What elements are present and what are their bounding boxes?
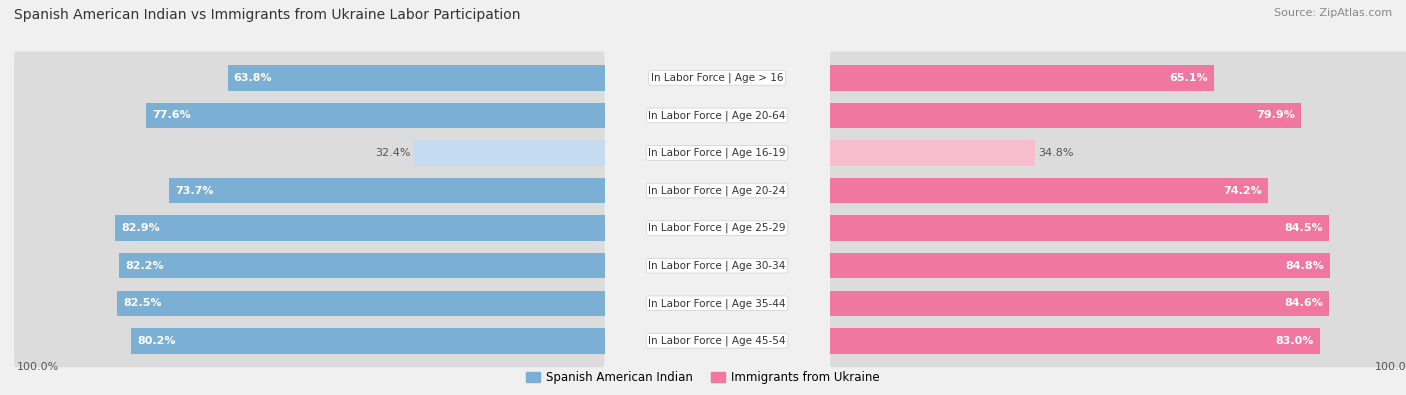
Text: 77.6%: 77.6%: [152, 111, 191, 120]
Bar: [413, 140, 605, 166]
Bar: [830, 140, 1035, 166]
FancyBboxPatch shape: [14, 277, 605, 329]
Text: In Labor Force | Age 25-29: In Labor Force | Age 25-29: [648, 223, 786, 233]
Text: 32.4%: 32.4%: [375, 148, 411, 158]
FancyBboxPatch shape: [830, 164, 1406, 217]
FancyBboxPatch shape: [14, 202, 605, 254]
Text: In Labor Force | Age 16-19: In Labor Force | Age 16-19: [648, 148, 786, 158]
Bar: [118, 290, 605, 316]
Bar: [115, 215, 605, 241]
Text: Spanish American Indian vs Immigrants from Ukraine Labor Participation: Spanish American Indian vs Immigrants fr…: [14, 8, 520, 22]
FancyBboxPatch shape: [830, 89, 1406, 142]
Text: 82.5%: 82.5%: [124, 298, 162, 308]
Text: 82.2%: 82.2%: [125, 261, 163, 271]
Text: 82.9%: 82.9%: [121, 223, 160, 233]
Bar: [131, 328, 605, 354]
Text: 79.9%: 79.9%: [1257, 111, 1295, 120]
FancyBboxPatch shape: [830, 314, 1406, 367]
FancyBboxPatch shape: [14, 127, 605, 179]
Text: In Labor Force | Age 45-54: In Labor Force | Age 45-54: [648, 336, 786, 346]
Text: 100.0%: 100.0%: [1375, 361, 1406, 372]
Text: 73.7%: 73.7%: [176, 186, 214, 196]
Text: 84.8%: 84.8%: [1285, 261, 1324, 271]
Bar: [830, 328, 1320, 354]
Bar: [830, 215, 1329, 241]
Text: Source: ZipAtlas.com: Source: ZipAtlas.com: [1274, 8, 1392, 18]
Bar: [228, 65, 605, 90]
Text: In Labor Force | Age 20-24: In Labor Force | Age 20-24: [648, 185, 786, 196]
Legend: Spanish American Indian, Immigrants from Ukraine: Spanish American Indian, Immigrants from…: [522, 367, 884, 389]
FancyBboxPatch shape: [14, 239, 605, 292]
Text: 65.1%: 65.1%: [1170, 73, 1208, 83]
Text: In Labor Force | Age 35-44: In Labor Force | Age 35-44: [648, 298, 786, 308]
Text: 63.8%: 63.8%: [233, 73, 273, 83]
Text: 80.2%: 80.2%: [136, 336, 176, 346]
Bar: [830, 103, 1302, 128]
FancyBboxPatch shape: [830, 277, 1406, 329]
FancyBboxPatch shape: [14, 89, 605, 142]
Bar: [146, 103, 605, 128]
Text: In Labor Force | Age 20-64: In Labor Force | Age 20-64: [648, 110, 786, 120]
Bar: [830, 65, 1213, 90]
Bar: [120, 253, 605, 278]
Text: 83.0%: 83.0%: [1275, 336, 1313, 346]
Bar: [830, 290, 1329, 316]
Text: 100.0%: 100.0%: [17, 361, 59, 372]
Text: 74.2%: 74.2%: [1223, 186, 1261, 196]
FancyBboxPatch shape: [830, 51, 1406, 104]
FancyBboxPatch shape: [14, 164, 605, 217]
Text: 84.6%: 84.6%: [1284, 298, 1323, 308]
Text: 84.5%: 84.5%: [1284, 223, 1323, 233]
Bar: [830, 253, 1330, 278]
Text: 34.8%: 34.8%: [1038, 148, 1074, 158]
FancyBboxPatch shape: [14, 51, 605, 104]
Text: In Labor Force | Age 30-34: In Labor Force | Age 30-34: [648, 260, 786, 271]
FancyBboxPatch shape: [830, 202, 1406, 254]
FancyBboxPatch shape: [830, 239, 1406, 292]
Bar: [830, 178, 1268, 203]
FancyBboxPatch shape: [14, 314, 605, 367]
Text: In Labor Force | Age > 16: In Labor Force | Age > 16: [651, 73, 783, 83]
Bar: [169, 178, 605, 203]
FancyBboxPatch shape: [830, 127, 1406, 179]
